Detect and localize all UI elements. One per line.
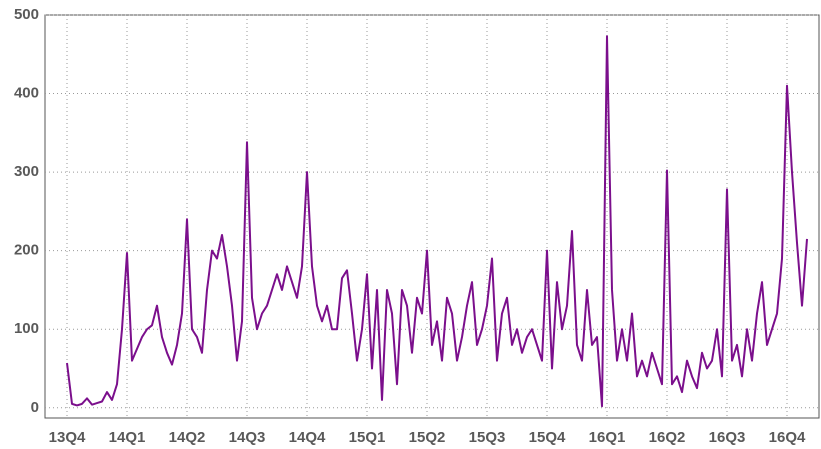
x-tick-label: 16Q4 — [769, 429, 806, 446]
x-tick-label: 15Q1 — [349, 429, 386, 446]
x-tick-label: 15Q2 — [409, 429, 446, 446]
x-tick-label: 15Q4 — [529, 429, 566, 446]
y-tick-label: 400 — [14, 85, 39, 102]
x-tick-label: 13Q4 — [49, 429, 86, 446]
y-tick-label: 300 — [14, 163, 39, 180]
x-tick-label: 14Q4 — [289, 429, 326, 446]
x-tick-label: 14Q3 — [229, 429, 266, 446]
x-tick-label: 14Q1 — [109, 429, 146, 446]
x-tick-label: 16Q3 — [709, 429, 746, 446]
y-tick-label: 500 — [14, 6, 39, 23]
y-tick-label: 100 — [14, 320, 39, 337]
x-tick-label: 14Q2 — [169, 429, 206, 446]
data-line — [66, 35, 808, 408]
x-tick-label: 16Q2 — [649, 429, 686, 446]
y-tick-label: 0 — [31, 399, 39, 416]
y-tick-label: 200 — [14, 242, 39, 259]
x-tick-label: 15Q3 — [469, 429, 506, 446]
x-tick-label: 16Q1 — [589, 429, 626, 446]
plot-frame — [44, 14, 820, 419]
